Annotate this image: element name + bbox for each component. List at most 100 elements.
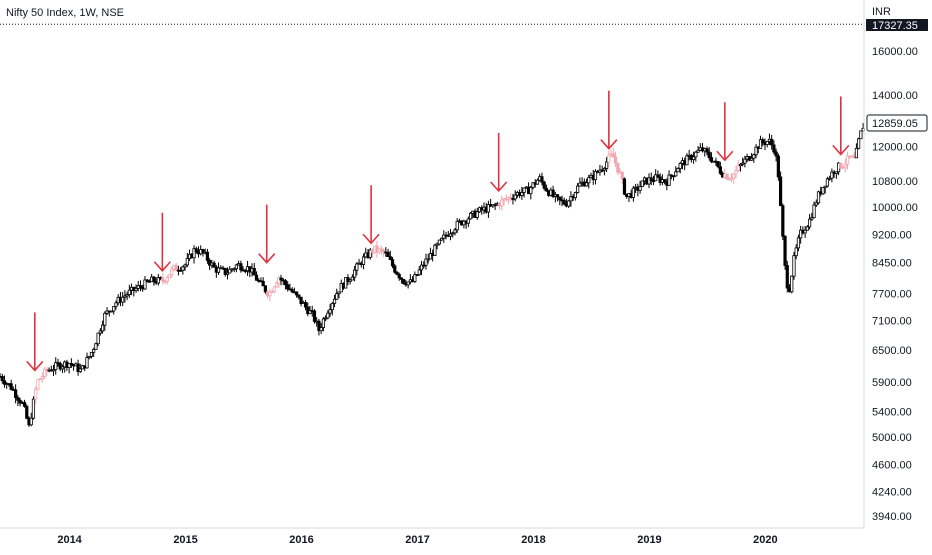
candle-body bbox=[192, 248, 196, 259]
candle-body bbox=[814, 202, 818, 206]
down-arrow-marker bbox=[26, 312, 44, 372]
candle-body bbox=[500, 199, 504, 207]
candle-body bbox=[402, 278, 406, 284]
x-tick-label: 2017 bbox=[405, 534, 429, 546]
candle-body bbox=[361, 256, 366, 265]
candle-body bbox=[613, 156, 618, 164]
candle-body bbox=[718, 166, 722, 174]
candle-body bbox=[694, 151, 698, 158]
candle-body bbox=[69, 363, 73, 365]
plot-area[interactable] bbox=[0, 23, 865, 427]
candle-body bbox=[185, 258, 189, 266]
candle-body bbox=[785, 265, 789, 289]
candle-body bbox=[794, 247, 798, 257]
candle-body bbox=[486, 204, 491, 213]
candle-body bbox=[567, 200, 571, 207]
candle-body bbox=[529, 187, 533, 195]
candle-body bbox=[778, 176, 783, 207]
dotted-level-box bbox=[866, 19, 928, 31]
candle-body bbox=[455, 220, 459, 231]
candle-body bbox=[216, 267, 221, 273]
candle-body bbox=[386, 251, 390, 257]
candle-body bbox=[417, 269, 421, 276]
candle-body bbox=[234, 264, 239, 270]
candle-body bbox=[433, 244, 437, 256]
y-tick-label: 12000.00 bbox=[872, 141, 918, 153]
candle-body bbox=[649, 177, 653, 182]
price-axis[interactable]: 16000.00 14000.00 12000.00 10800.00 10000.00… bbox=[872, 46, 918, 523]
candle-body bbox=[179, 269, 183, 272]
candle-body bbox=[156, 277, 160, 284]
candle-body bbox=[43, 368, 47, 377]
dotted-level-value: 17327.35 bbox=[872, 20, 918, 32]
candle-body bbox=[67, 363, 71, 368]
candle-body bbox=[183, 264, 187, 268]
candle-body bbox=[22, 402, 27, 407]
candle-body bbox=[859, 130, 863, 140]
candle-body bbox=[87, 355, 91, 359]
candle-body bbox=[749, 157, 754, 161]
down-arrow-marker bbox=[600, 90, 618, 150]
candle-body bbox=[522, 187, 526, 193]
candle-body bbox=[513, 194, 517, 200]
candle-body bbox=[228, 268, 232, 274]
candle-body bbox=[413, 274, 417, 282]
candle-body bbox=[451, 232, 455, 235]
candle-body bbox=[854, 147, 859, 159]
candle-body bbox=[100, 324, 105, 332]
x-tick-label: 2016 bbox=[289, 534, 313, 546]
candle-body bbox=[656, 174, 660, 178]
candle-body bbox=[857, 138, 861, 149]
candle-body bbox=[317, 320, 321, 332]
candle-body bbox=[109, 310, 114, 313]
candle-body bbox=[76, 363, 80, 372]
candle-body bbox=[611, 153, 615, 158]
candle-body bbox=[843, 163, 847, 168]
candle-body bbox=[426, 258, 430, 261]
candle-body bbox=[348, 279, 352, 282]
candle-body bbox=[16, 397, 20, 401]
candle-body bbox=[419, 264, 424, 271]
candle-body bbox=[555, 194, 560, 198]
candle-body bbox=[783, 235, 787, 266]
candle-body bbox=[692, 156, 696, 160]
candle-body bbox=[328, 309, 332, 314]
y-tick-label: 5400.00 bbox=[872, 406, 912, 418]
candle-body bbox=[531, 182, 535, 188]
candle-body bbox=[308, 310, 312, 315]
y-tick-label: 3940.00 bbox=[872, 511, 912, 523]
candle-body bbox=[395, 271, 399, 275]
candle-body bbox=[578, 182, 582, 187]
candle-body bbox=[828, 177, 832, 180]
candle-body bbox=[161, 277, 165, 282]
candle-body bbox=[299, 296, 303, 304]
last-price-value: 12859.05 bbox=[872, 118, 918, 130]
y-tick-label: 4240.00 bbox=[872, 487, 912, 499]
candle-body bbox=[324, 317, 328, 320]
candle-body bbox=[272, 286, 276, 292]
candle-body bbox=[562, 200, 566, 205]
time-axis[interactable]: 2014 2015 2016 2017 2018 2019 2020 bbox=[57, 534, 777, 546]
candle-body bbox=[631, 187, 635, 198]
candle-body bbox=[94, 343, 98, 350]
last-price-box bbox=[866, 114, 928, 132]
candle-body bbox=[31, 398, 36, 419]
candle-body bbox=[845, 155, 850, 165]
candle-body bbox=[622, 178, 627, 195]
candle-body bbox=[520, 192, 524, 196]
candle-body bbox=[138, 285, 143, 288]
candle-body bbox=[147, 280, 152, 283]
dotted-level-label: 17327.35 bbox=[866, 19, 928, 32]
candle-body bbox=[674, 171, 678, 177]
candle-body bbox=[544, 187, 549, 192]
last-price-label: 12859.05 bbox=[866, 114, 928, 132]
candle-body bbox=[678, 163, 682, 169]
candle-body bbox=[607, 155, 611, 163]
candle-body bbox=[96, 332, 100, 345]
candle-body bbox=[295, 291, 299, 296]
candle-body bbox=[792, 255, 796, 277]
chart-title: Nifty 50 Index, 1W, NSE bbox=[6, 7, 124, 19]
candle-body bbox=[765, 141, 769, 145]
down-arrow-marker bbox=[832, 96, 850, 156]
